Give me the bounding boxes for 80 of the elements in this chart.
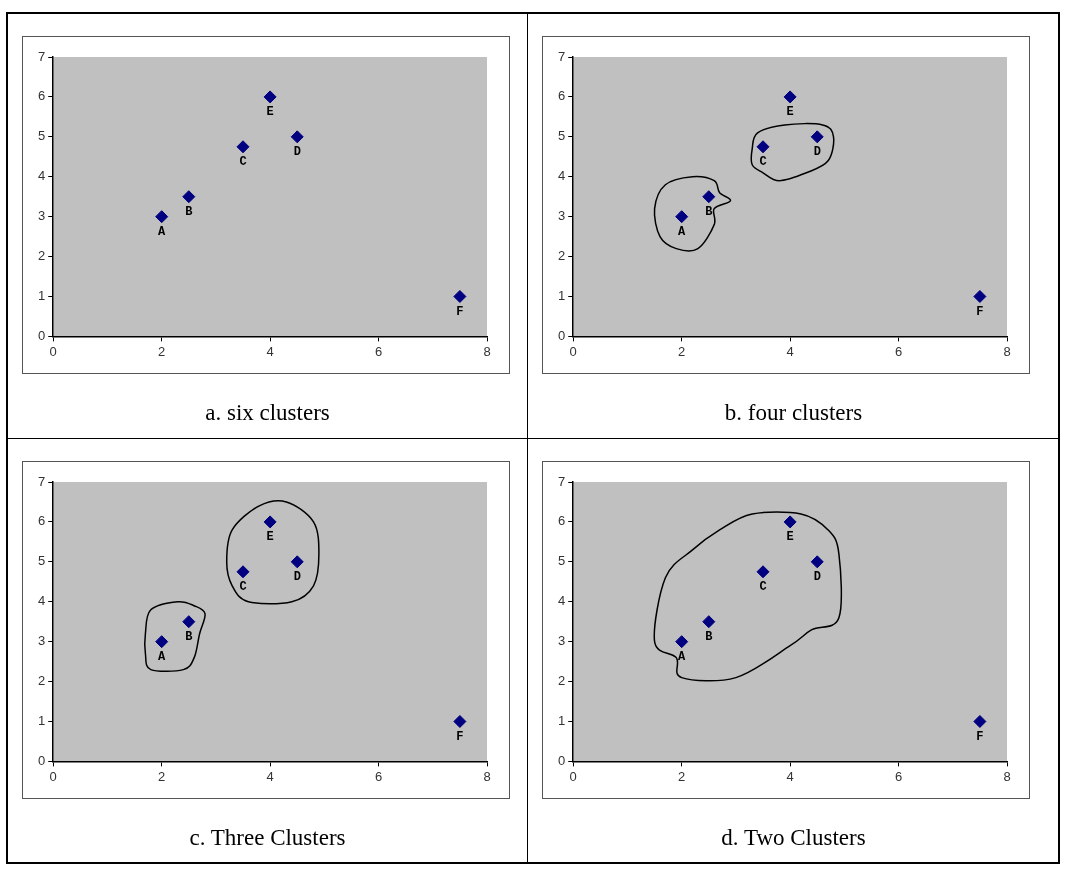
x-tick-label: 2 <box>678 343 686 359</box>
y-tick-label: 7 <box>558 48 566 64</box>
y-tick-label: 1 <box>38 288 46 304</box>
y-tick-label: 0 <box>38 752 46 768</box>
annotation: F <box>456 304 464 319</box>
y-tick-label: 7 <box>558 473 566 489</box>
y-tick-label: 0 <box>558 752 566 768</box>
y-tick-label: 0 <box>558 327 566 343</box>
y-tick-label: 4 <box>38 593 46 609</box>
x-tick-label: 6 <box>894 343 903 359</box>
annotation: E <box>786 104 794 119</box>
text: c. Three Clusters <box>188 825 347 851</box>
annotation: D <box>293 144 301 159</box>
y-tick-label: 3 <box>38 208 46 224</box>
y-tick-label: 2 <box>38 248 46 264</box>
y-tick-label: 6 <box>38 88 46 104</box>
y-tick-label: 1 <box>38 713 46 729</box>
text: b. four clusters <box>723 400 864 426</box>
annotation: C <box>759 154 767 169</box>
x-tick-label: 0 <box>49 343 57 359</box>
y-tick-label: 0 <box>38 327 46 343</box>
y-tick-label: 5 <box>558 553 566 569</box>
y-tick-label: 6 <box>38 513 46 529</box>
y-tick-label: 2 <box>558 248 566 264</box>
x-tick-label: 8 <box>483 343 491 359</box>
annotation: E <box>786 529 794 544</box>
x-tick-label: 4 <box>786 768 794 784</box>
y-tick-label: 1 <box>558 713 566 729</box>
y-tick-label: 7 <box>38 473 46 489</box>
annotation: C <box>239 579 247 594</box>
x-tick-label: 6 <box>894 768 903 784</box>
x-tick-label: 4 <box>786 343 794 359</box>
x-tick-label: 8 <box>483 768 491 784</box>
annotation: B <box>705 629 713 644</box>
annotation: C <box>239 154 247 169</box>
x-tick-label: 2 <box>678 768 686 784</box>
y-tick-label: 5 <box>38 128 46 144</box>
y-tick-label: 6 <box>558 513 566 529</box>
x-tick-label: 0 <box>569 768 577 784</box>
y-tick-label: 7 <box>38 48 46 64</box>
annotation: A <box>678 224 687 239</box>
annotation: F <box>976 304 984 319</box>
y-tick-label: 3 <box>558 633 566 649</box>
y-tick-label: 5 <box>558 128 566 144</box>
x-tick-label: 4 <box>266 768 274 784</box>
annotation: A <box>678 649 687 664</box>
annotation: D <box>813 569 821 584</box>
y-tick-label: 4 <box>558 593 566 609</box>
annotation: B <box>705 204 713 219</box>
y-tick-label: 2 <box>38 673 46 689</box>
y-tick-label: 1 <box>558 288 566 304</box>
annotation: C <box>759 579 767 594</box>
annotation: A <box>158 224 167 239</box>
x-tick-label: 6 <box>374 343 383 359</box>
annotation: F <box>976 729 984 744</box>
annotation: E <box>266 104 274 119</box>
y-tick-label: 3 <box>38 633 46 649</box>
y-tick-label: 3 <box>558 208 566 224</box>
annotation: F <box>456 729 464 744</box>
x-tick-label: 0 <box>49 768 57 784</box>
y-tick-label: 2 <box>558 673 566 689</box>
annotation: E <box>266 529 274 544</box>
x-tick-label: 0 <box>569 343 577 359</box>
y-tick-label: 4 <box>38 168 46 184</box>
text: d. Two Clusters <box>720 825 867 851</box>
annotation: B <box>185 204 193 219</box>
y-tick-label: 6 <box>558 88 566 104</box>
y-tick-label: 4 <box>558 168 566 184</box>
annotation: A <box>158 649 167 664</box>
text: a. six clusters <box>204 400 331 426</box>
x-tick-label: 4 <box>266 343 274 359</box>
x-tick-label: 6 <box>374 768 383 784</box>
annotation: B <box>185 629 193 644</box>
x-tick-label: 2 <box>158 343 166 359</box>
x-tick-label: 8 <box>1003 343 1011 359</box>
x-tick-label: 8 <box>1003 768 1011 784</box>
x-tick-label: 2 <box>158 768 166 784</box>
annotation: D <box>293 569 301 584</box>
y-tick-label: 5 <box>38 553 46 569</box>
annotation: D <box>813 144 821 159</box>
